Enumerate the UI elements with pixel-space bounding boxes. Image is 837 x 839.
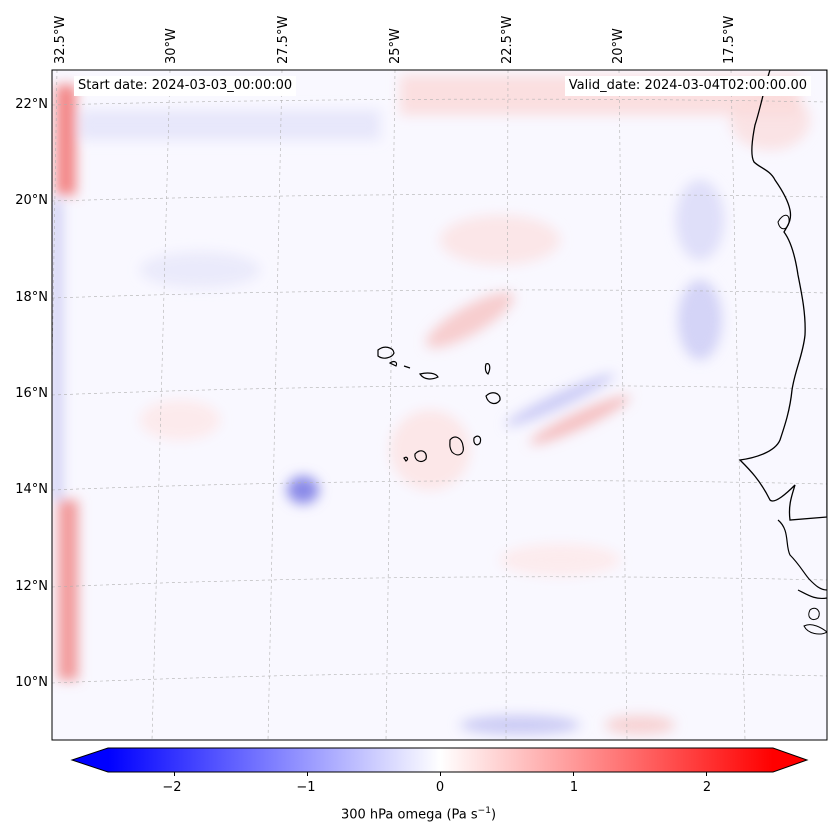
coastline-africa (738, 70, 827, 521)
blue-cell-west (140, 252, 260, 288)
cape-verde-islands (377, 346, 501, 463)
field-blobs (52, 75, 810, 735)
island-maio (473, 435, 482, 446)
omega-field (52, 70, 827, 740)
lon-label-25w: 25°W (388, 28, 403, 64)
lat-label-10n: 10°N (15, 675, 48, 690)
island-sao-nicolau (419, 372, 439, 380)
blue-cell (287, 476, 319, 504)
grid-lat-10 (52, 672, 827, 684)
bijagos-island-2 (803, 624, 827, 635)
island-boa-vista (485, 392, 501, 405)
red-cell-west (140, 400, 220, 440)
grid-lon-175 (730, 70, 746, 740)
island-fogo (414, 450, 427, 463)
island-sao-vicente (388, 360, 398, 367)
grid-lat-20 (52, 193, 827, 202)
red-cell-islands (390, 410, 470, 490)
colorbar-extend-min (72, 748, 108, 772)
edge-band-red-south (58, 500, 78, 680)
grid-lon-20 (618, 70, 628, 740)
graticule (52, 70, 827, 740)
blue-cell-bottom (460, 715, 580, 735)
grid-lon-30 (151, 70, 171, 740)
island-brava (403, 456, 409, 462)
map-frame (51, 69, 828, 741)
red-streak-1 (426, 292, 514, 348)
red-cell-bottom (605, 715, 675, 735)
colorbar-label: 300 hPa omega (Pa s−1) (0, 806, 837, 822)
red-cell-north (440, 215, 560, 265)
valid-date-label: Valid_date: 2024-03-04T02:00:00.00 (564, 76, 811, 96)
lon-label-20w: 20°W (611, 28, 626, 64)
grid-lat-12 (52, 576, 827, 588)
grid-lat-22 (52, 98, 827, 106)
colorbar-label-exponent: −1 (477, 806, 491, 816)
start-date-label: Start date: 2024-03-03_00:00:00 (74, 76, 297, 96)
lat-label-14n: 14°N (15, 482, 48, 497)
colorbar-label-text: 300 hPa omega (Pa s (340, 807, 478, 823)
lat-label-12n: 12°N (15, 579, 48, 594)
blue-streak-1 (505, 373, 615, 427)
coastline-guinea (797, 589, 827, 600)
island-sal (484, 363, 491, 375)
colorbar-label-close: ) (490, 807, 497, 823)
blue-cell-north-east (676, 180, 724, 260)
island-santa-luzia (403, 365, 411, 369)
grid-lat-16 (52, 385, 827, 396)
grid-lon-225 (505, 70, 509, 740)
grid-lat-14 (52, 480, 827, 491)
grid-lon-275 (267, 70, 283, 740)
lat-label-18n: 18°N (15, 290, 48, 305)
banc-arguin-island (777, 214, 790, 230)
grid-lon-25 (385, 70, 396, 740)
colorbar (70, 747, 809, 776)
bijagos-island-1 (808, 607, 820, 621)
coastline-guinea-bissau (777, 519, 827, 591)
red-cell-coast (730, 90, 810, 150)
colorbar-tick-label: −1 (296, 780, 316, 795)
lat-label-16n: 16°N (15, 386, 48, 401)
colorbar-tick-label: −2 (162, 780, 182, 795)
colorbar-body (108, 748, 773, 772)
colorbar-tick-label: 1 (569, 780, 579, 795)
lon-label-32-5w: 32.5°W (53, 15, 68, 64)
colorbar-tick-label: 0 (435, 780, 445, 795)
island-santo-antao (377, 346, 395, 359)
colorbar-extend-max (773, 748, 807, 772)
top-strip-blue (80, 110, 380, 140)
lon-label-17-5w: 17.5°W (722, 15, 737, 64)
colorbar-tick-label: 2 (702, 780, 712, 795)
red-streak-2 (530, 395, 630, 445)
lon-label-22-5w: 22.5°W (500, 15, 515, 64)
grid-lat-18 (52, 289, 827, 299)
lat-label-20n: 20°N (15, 193, 48, 208)
lon-label-27-5w: 27.5°W (276, 15, 291, 64)
colorbar-ticks (174, 772, 707, 776)
blue-cell-east (678, 280, 722, 360)
island-santiago (449, 436, 464, 456)
red-cell-south (500, 544, 620, 576)
edge-band-red-north (56, 85, 76, 195)
lon-label-30w: 30°W (164, 28, 179, 64)
lat-label-22n: 22°N (15, 97, 48, 112)
edge-band-blue (52, 200, 62, 500)
colorbar-outline (70, 747, 809, 773)
